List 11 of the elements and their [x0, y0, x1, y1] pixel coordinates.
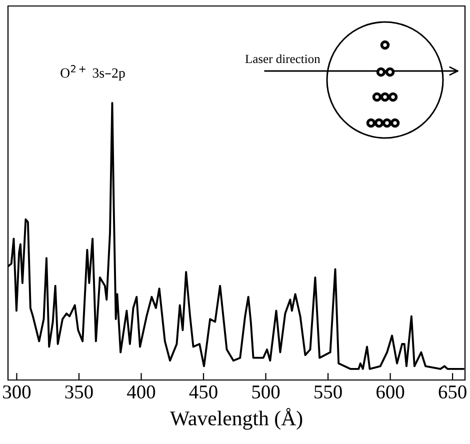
x-tick-label: 300	[3, 385, 31, 399]
x-tick-label: 650	[438, 385, 466, 399]
text: Laser direction	[245, 54, 320, 64]
x-tick-label: 550	[314, 385, 342, 399]
x-tick-label: 600	[376, 385, 404, 399]
x-tick-label: 500	[252, 385, 280, 399]
x-tick-label: 400	[127, 385, 156, 399]
x-tick-label: 350	[65, 385, 93, 399]
x-axis-title: Wavelength (Å)	[170, 408, 302, 430]
annotation: O$^{2+}$ 3s–2p	[60, 65, 125, 81]
x-tick-label: 450	[189, 385, 218, 399]
